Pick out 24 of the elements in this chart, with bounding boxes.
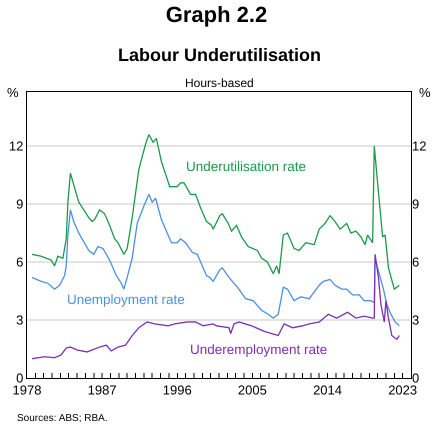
x-tick-label: 2005: [238, 382, 267, 398]
line-series: [31, 254, 400, 360]
line-series: [31, 194, 400, 326]
y2-tick-label: 3: [412, 312, 420, 328]
y2-tick-label: 6: [412, 254, 420, 270]
series-label: Unemployment rate: [67, 292, 185, 307]
chart-subtitle: Labour Underutilisation: [118, 45, 322, 65]
source-note: Sources: ABS; RBA.: [17, 413, 108, 424]
line-series: [31, 134, 400, 290]
y-tick-label: 3: [16, 312, 24, 328]
series-label: Underemployment rate: [190, 342, 328, 357]
y2-tick-label: 9: [412, 196, 420, 212]
y-axis-title: %: [7, 85, 19, 100]
chart-title: Graph 2.2: [166, 2, 268, 27]
text: Hours-based: [185, 76, 254, 90]
y-tick-label: 9: [16, 196, 24, 212]
x-tick-label: 1987: [88, 382, 117, 398]
x-tick-label: 2014: [313, 382, 342, 398]
y-tick-label: 6: [16, 254, 24, 270]
x-tick-label: 1996: [162, 382, 192, 398]
y-tick-label: 12: [8, 138, 24, 154]
y2-axis-title: %: [419, 85, 431, 100]
series-label: Underutilisation rate: [186, 159, 306, 174]
y2-tick-label: 12: [412, 138, 426, 154]
